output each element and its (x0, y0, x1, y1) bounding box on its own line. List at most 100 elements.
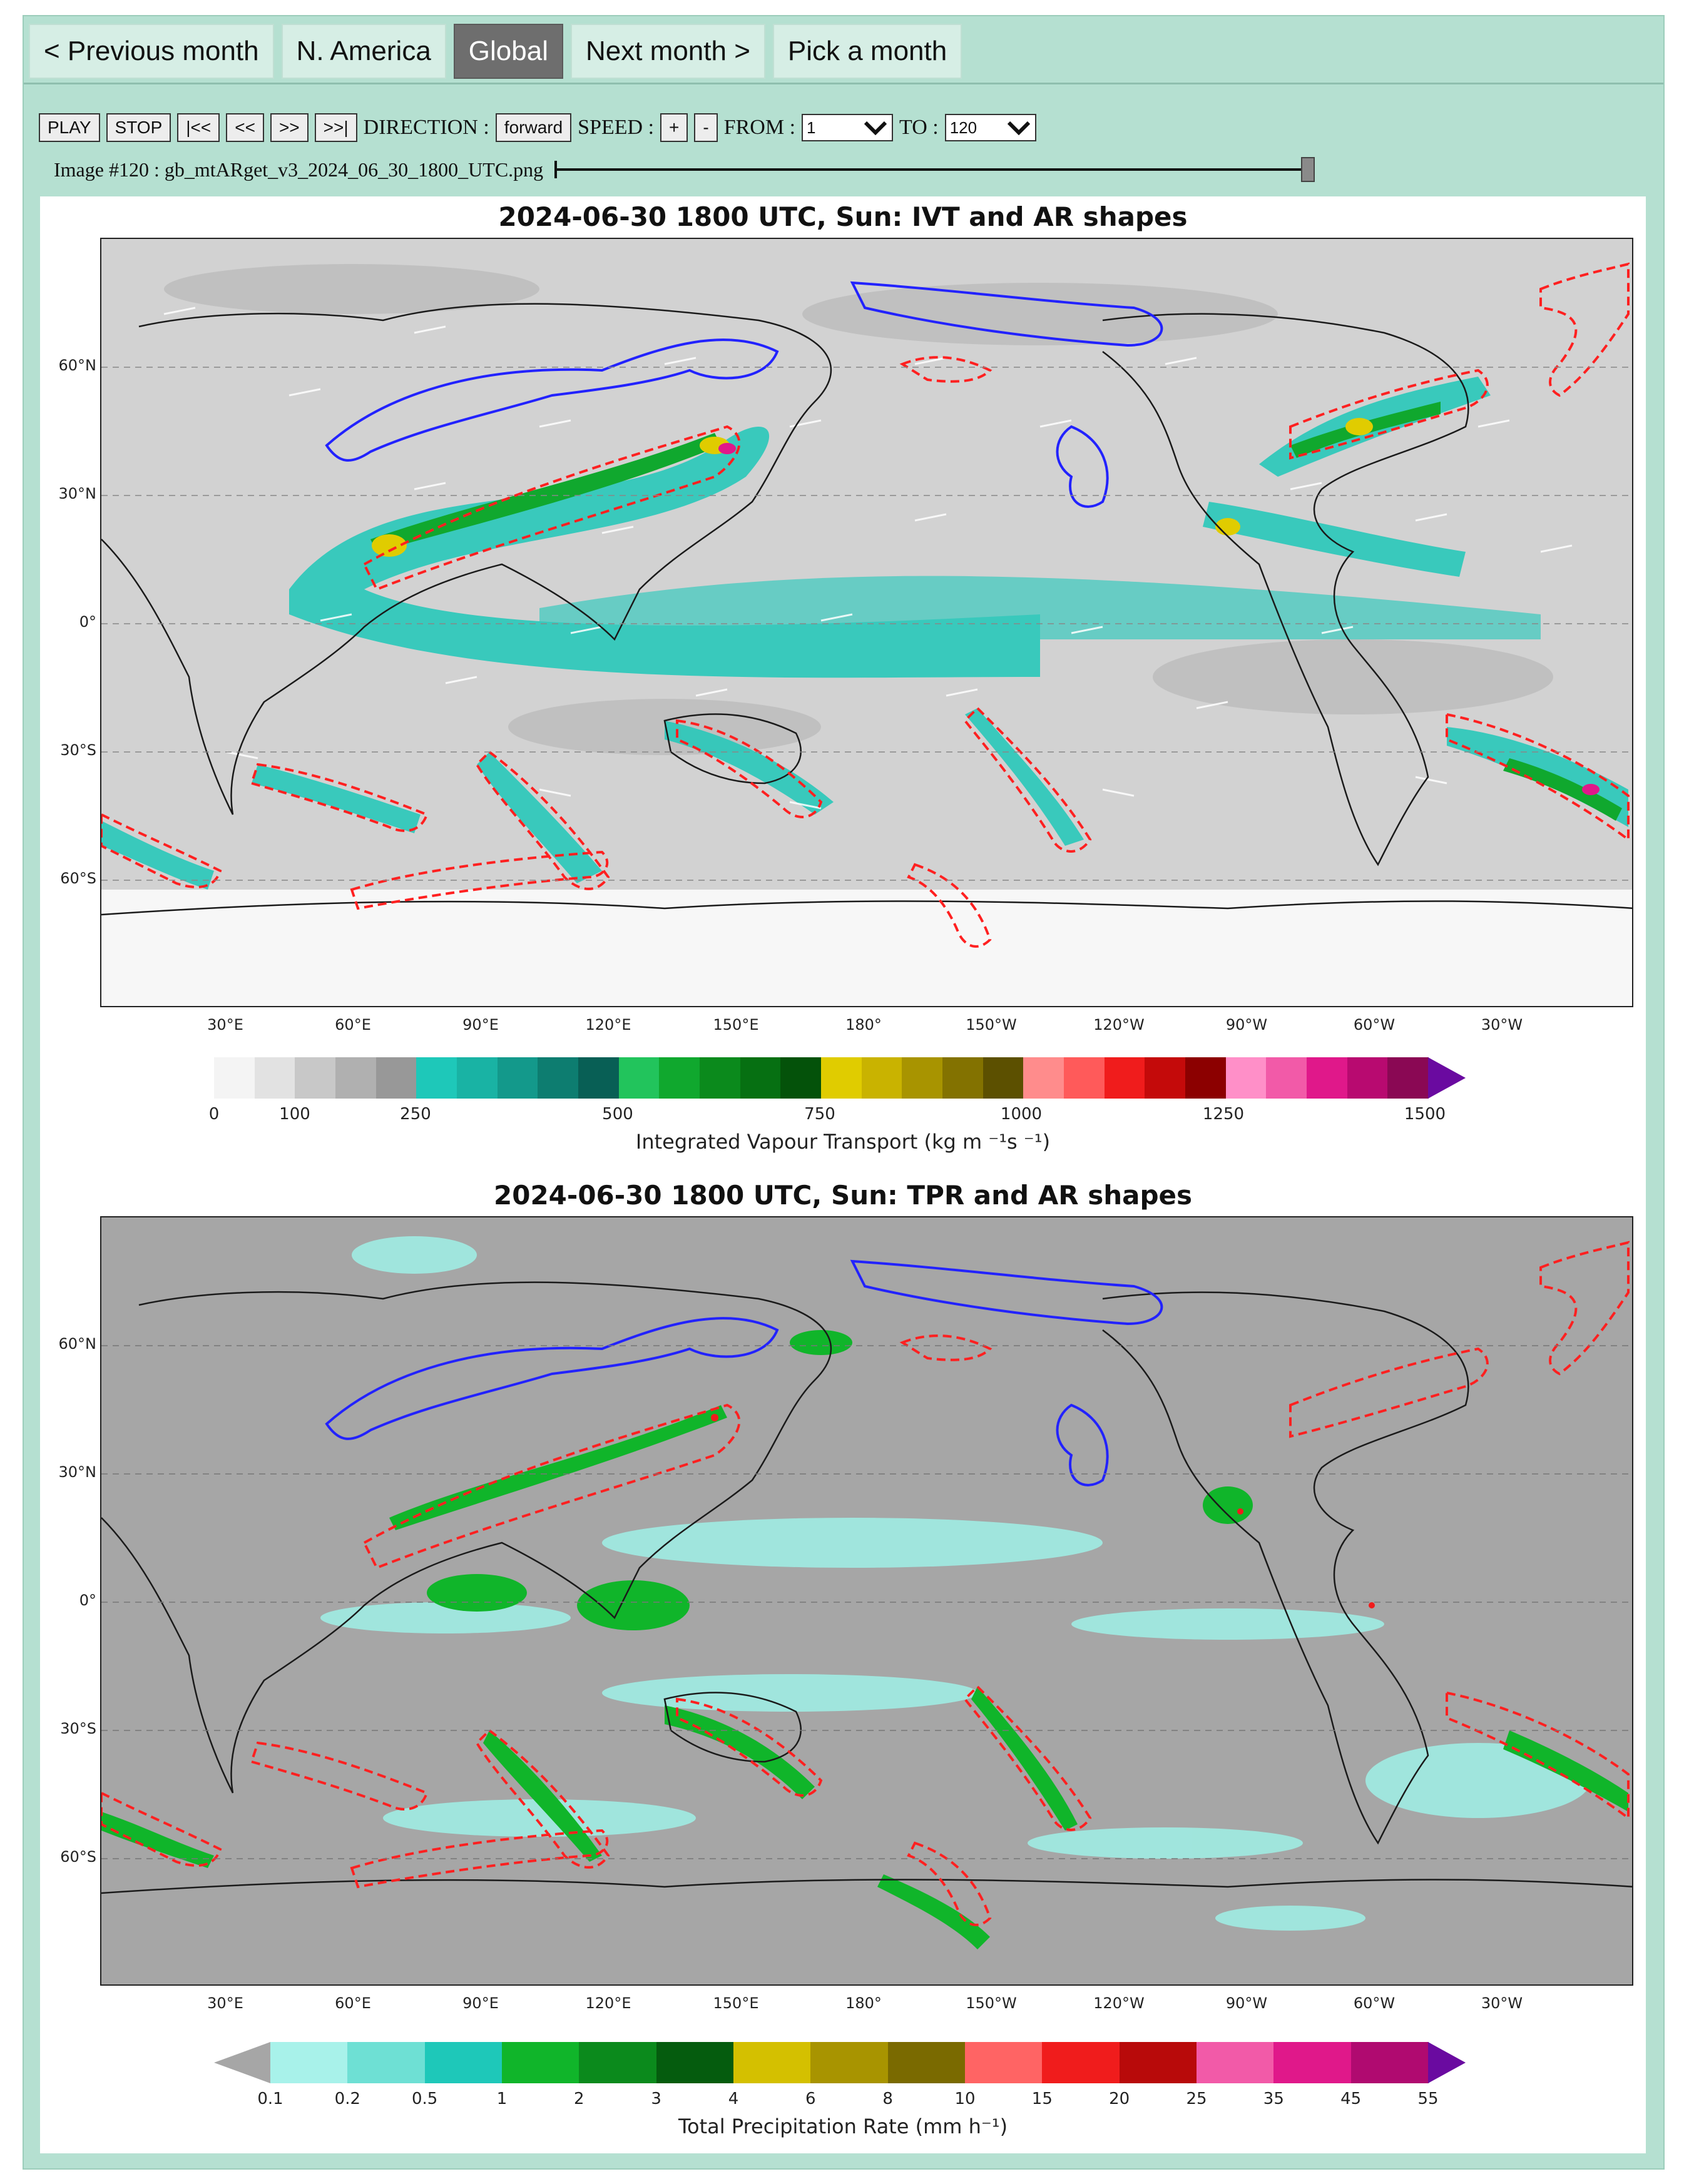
lon-label: 90°E (462, 1016, 499, 1034)
lon-label: 150°E (713, 1994, 759, 2012)
lon-label: 30°E (207, 1994, 243, 2012)
lat-label: 30°N (58, 485, 97, 502)
colorbar-segment (335, 1057, 377, 1099)
first-frame-button[interactable]: |<< (177, 113, 220, 142)
colorbar-tick: 55 (1417, 2090, 1439, 2108)
lon-label: 30°E (207, 1016, 243, 1034)
colorbar-segment (416, 1057, 457, 1099)
from-label: FROM : (723, 116, 796, 139)
colorbar-tick: 20 (1109, 2090, 1130, 2108)
speed-increase-button[interactable]: + (660, 113, 688, 142)
step-back-button[interactable]: << (226, 113, 264, 142)
colorbar-tick: 0 (208, 1105, 220, 1124)
stop-button[interactable]: STOP (106, 113, 171, 142)
colorbar-segment (1064, 1057, 1105, 1099)
colorbar-segment (942, 1057, 984, 1099)
colorbar-segment (1266, 1057, 1307, 1099)
lon-label: 120°E (585, 1016, 631, 1034)
direction-toggle-button[interactable]: forward (495, 113, 572, 142)
colorbar-tick: 1000 (1000, 1105, 1043, 1124)
colorbar-segment (733, 2042, 812, 2083)
colorbar-tick: 0.1 (257, 2090, 283, 2108)
lon-label: 120°E (585, 1994, 631, 2012)
colorbar-extend-arrow (1428, 1057, 1466, 1099)
colorbar-segment (1185, 1057, 1227, 1099)
to-select[interactable]: 120 (944, 114, 1036, 141)
from-select[interactable]: 1 (802, 114, 894, 141)
lon-label: 30°W (1481, 1016, 1523, 1034)
colorbar-tick: 0.2 (334, 2090, 361, 2108)
tpr-map-graphic (101, 1217, 1632, 1984)
lon-label: 150°W (966, 1994, 1017, 2012)
lon-label: 30°W (1481, 1994, 1523, 2012)
lon-label: 180° (845, 1016, 882, 1034)
colorbar-segment (887, 2042, 966, 2083)
to-label: TO : (899, 116, 939, 139)
direction-label: DIRECTION : (363, 116, 489, 139)
tpr-map (100, 1216, 1633, 1986)
colorbar-segment (1273, 2042, 1352, 2083)
ivt-colorbar-label: Integrated Vapour Transport (kg m ⁻¹s ⁻¹… (635, 1130, 1051, 1154)
colorbar-segment (424, 2042, 503, 2083)
lat-label: 60°S (60, 870, 96, 887)
to-select-value: 120 (949, 118, 977, 137)
colorbar-tick: 3 (651, 2090, 661, 2108)
colorbar-segment (1387, 1057, 1429, 1099)
ivt-plot-title: 2024-06-30 1800 UTC, Sun: IVT and AR sha… (498, 201, 1188, 232)
divider (24, 83, 1663, 84)
colorbar-segment (780, 1057, 822, 1099)
from-select-value: 1 (807, 118, 816, 137)
colorbar-tick: 500 (602, 1105, 633, 1124)
colorbar-extend-arrow (214, 2042, 270, 2083)
colorbar-segment (214, 1057, 255, 1099)
global-button[interactable]: Global (453, 24, 563, 79)
colorbar-segment (578, 1057, 620, 1099)
animation-controls: PLAY STOP |<< << >> >>| DIRECTION : forw… (39, 110, 1036, 145)
colorbar-segment (1104, 1057, 1146, 1099)
step-forward-button[interactable]: >> (270, 113, 309, 142)
colorbar-segment (457, 1057, 498, 1099)
colorbar-segment (861, 1057, 903, 1099)
next-month-button[interactable]: Next month > (570, 24, 765, 79)
tpr-plot-title: 2024-06-30 1800 UTC, Sun: TPR and AR sha… (494, 1180, 1192, 1211)
colorbar-segment (579, 2042, 657, 2083)
colorbar-segment (1225, 1057, 1267, 1099)
chevron-down-icon (864, 121, 887, 135)
pick-month-button[interactable]: Pick a month (772, 24, 962, 79)
colorbar-segment (497, 1057, 539, 1099)
slider-track (554, 168, 1315, 171)
colorbar-segment (1307, 1057, 1348, 1099)
colorbar-segment (659, 1057, 700, 1099)
colorbar-tick: 250 (400, 1105, 431, 1124)
colorbar-segment (700, 1057, 741, 1099)
frame-slider[interactable] (554, 157, 1315, 182)
image-filename: Image #120 : gb_mtARget_v3_2024_06_30_18… (54, 158, 544, 181)
colorbar-segment (347, 2042, 426, 2083)
colorbar-tick: 1500 (1404, 1105, 1446, 1124)
colorbar-segment (1350, 2042, 1429, 2083)
lon-label: 90°W (1225, 1994, 1268, 2012)
previous-month-button[interactable]: < Previous month (29, 24, 274, 79)
tpr-colorbar-ticks: 0.1 0.2 0.5 1 2 3 4 6 8 10 15 20 25 35 45 55 (214, 2090, 1466, 2111)
colorbar-tick: 2 (574, 2090, 584, 2108)
chevron-down-icon (1007, 121, 1030, 135)
colorbar-segment (1023, 1057, 1064, 1099)
colorbar-segment (618, 1057, 660, 1099)
lon-label: 60°E (335, 1994, 371, 2012)
colorbar-segment (965, 2042, 1043, 2083)
last-frame-button[interactable]: >>| (314, 113, 357, 142)
colorbar-tick: 45 (1340, 2090, 1362, 2108)
lat-label: 30°S (60, 1720, 96, 1737)
lat-label: 30°N (58, 1463, 97, 1481)
play-button[interactable]: PLAY (39, 113, 100, 142)
viewer-frame: < Previous month N. America Global Next … (23, 15, 1665, 2170)
speed-decrease-button[interactable]: - (694, 113, 718, 142)
colorbar-tick: 35 (1263, 2090, 1284, 2108)
colorbar-tick: 6 (805, 2090, 816, 2108)
ivt-map-graphic (101, 239, 1632, 1006)
lon-label: 150°E (713, 1016, 759, 1034)
slider-handle[interactable] (1301, 157, 1315, 182)
month-navigation: < Previous month N. America Global Next … (29, 24, 962, 81)
north-america-button[interactable]: N. America (281, 24, 446, 79)
lon-label: 90°E (462, 1994, 499, 2012)
